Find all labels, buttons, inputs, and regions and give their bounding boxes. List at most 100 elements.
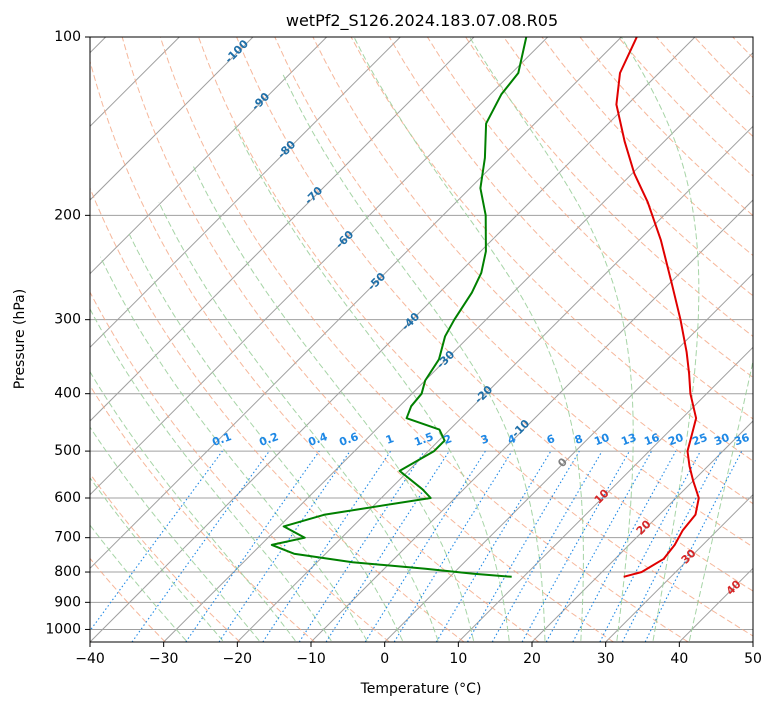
dry-adiabats: [90, 37, 775, 642]
dry-adiabat: [503, 37, 753, 297]
moist-adiabat: [158, 201, 439, 641]
dry-adiabat: [90, 186, 465, 642]
x-tick-label: 30: [597, 651, 615, 667]
x-tick-label: 40: [670, 651, 688, 667]
dry-adiabat: [198, 37, 753, 637]
x-tick-label: −30: [149, 651, 179, 667]
isotherm-line: [163, 51, 753, 642]
moist-adiabat: [90, 524, 187, 642]
dry-adiabat: [388, 37, 753, 420]
isotherm-line: [90, 37, 549, 496]
isotherm-line: [752, 641, 753, 642]
mixing-ratio-label: 0.4: [306, 430, 329, 449]
mixing-ratio-line: [599, 450, 701, 642]
isotherm-line: [236, 125, 753, 642]
y-tick-label: 1000: [45, 621, 81, 637]
moist-adiabat: [233, 123, 510, 641]
dry-adiabat: [694, 37, 753, 98]
y-axis: 100 200 300 400 500 600 700 800 900 1000: [45, 29, 90, 637]
y-tick-label: 800: [54, 564, 81, 580]
mixing-ratio-line: [90, 450, 223, 632]
dry-adiabat: [236, 37, 753, 592]
mixing-ratio-label: 1.5: [412, 430, 435, 449]
y-tick-label: 700: [54, 530, 81, 546]
mixing-ratio-label: 8: [573, 432, 585, 447]
isotherm-line: [90, 37, 622, 570]
moist-adiabat: [90, 476, 224, 642]
isotherm-line: [90, 37, 401, 349]
dry-adiabat: [732, 37, 753, 59]
moist-adiabat: [192, 165, 475, 641]
dry-adiabat: [274, 37, 753, 548]
isotherm-line: [90, 37, 328, 275]
mixing-ratio-label: 6: [545, 432, 557, 447]
isotherm-line: [310, 199, 753, 642]
moist-adiabat: [469, 37, 634, 641]
isotherm-line: [90, 37, 475, 422]
mixing-ratio-label: 20: [666, 431, 685, 449]
mixing-ratio-label: 30: [712, 431, 731, 449]
mixing-ratio-label: 16: [642, 431, 661, 449]
isotherm-label: -70: [302, 184, 325, 207]
mixing-ratio-line: [545, 450, 653, 642]
isotherm-line: [90, 37, 254, 201]
moist-adiabat: [353, 37, 584, 641]
dewpoint-line: [270, 37, 528, 578]
isotherm-line: [384, 272, 753, 642]
moist-adiabat: [99, 256, 368, 642]
temperature-line: [615, 37, 700, 578]
mixing-ratio-line: [521, 450, 630, 642]
mixing-ratio-label: 4: [506, 432, 518, 447]
dry-adiabat: [90, 384, 316, 642]
isotherm-label: -90: [249, 90, 272, 113]
moist-adiabat-label: 20: [634, 517, 654, 537]
profile-series: [270, 37, 700, 578]
moist-adiabat: [128, 233, 403, 641]
mixing-ratio-label: 36: [732, 431, 751, 449]
mixing-ratio-label: 25: [690, 431, 709, 448]
y-tick-label: 600: [54, 490, 81, 506]
isotherm-label: -20: [472, 383, 495, 406]
moist-adiabat-label: 10: [592, 486, 612, 506]
isobar-grid: [90, 37, 753, 630]
x-tick-label: −20: [223, 651, 253, 667]
mixing-ratio-label: 0.1: [210, 430, 233, 449]
isotherm-line: [90, 37, 696, 642]
moist-adiabat: [90, 308, 332, 642]
mixing-ratio-line: [435, 450, 552, 642]
mixing-ratio-label: 10: [592, 431, 611, 449]
mixing-ratio-line: [572, 450, 677, 642]
mixing-ratio-line: [131, 450, 270, 642]
x-tick-label: 50: [744, 651, 762, 667]
x-tick-label: −40: [75, 651, 105, 667]
x-axis: −40 −30 −20 −10 0 10 20 30 40 50: [75, 642, 762, 667]
isotherm-line: [531, 420, 753, 642]
mixing-ratio-line: [364, 450, 486, 642]
chart-title: wetPf2_S126.2024.183.07.08.R05: [286, 11, 558, 31]
dry-adiabat: [771, 37, 775, 642]
moist-adiabat-label: 0: [555, 455, 570, 470]
x-tick-label: 10: [449, 651, 467, 667]
y-axis-label: Pressure (hPa): [12, 289, 28, 389]
mixing-ratio-line: [621, 450, 722, 642]
x-axis-label: Temperature (°C): [360, 681, 482, 697]
y-tick-label: 200: [54, 207, 81, 223]
isotherm-line: [457, 346, 753, 642]
x-tick-label: 20: [523, 651, 541, 667]
x-tick-label: 0: [380, 651, 389, 667]
dry-adiabat: [159, 37, 689, 642]
isotherm-label: -80: [275, 138, 298, 161]
moist-adiabat: [281, 72, 546, 641]
mixing-ratio-line: [644, 450, 743, 642]
dry-adiabat: [656, 37, 753, 138]
dry-adiabat: [90, 557, 166, 642]
y-tick-label: 900: [54, 594, 81, 610]
moist-adiabat: [90, 426, 260, 642]
dry-adiabat: [426, 37, 753, 378]
dry-adiabat: [312, 37, 753, 505]
isotherm-grid: [90, 37, 753, 642]
moist-adiabats: [90, 37, 753, 642]
moist-adiabat: [620, 37, 700, 641]
isotherm-line: [605, 493, 753, 642]
